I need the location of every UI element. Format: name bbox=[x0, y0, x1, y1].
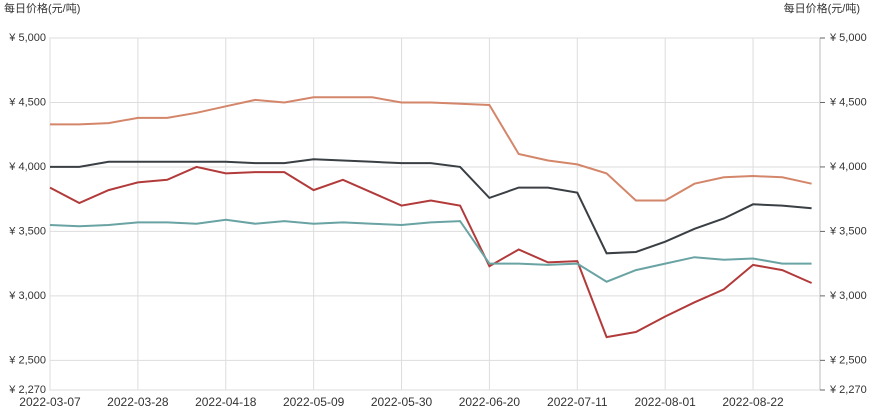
y2-tick-label: ¥ 5,000 bbox=[829, 32, 867, 44]
x-tick-label: 2022-05-30 bbox=[371, 395, 433, 409]
y2-tick-label: ¥ 2,500 bbox=[829, 354, 867, 366]
x-tick-label: 2022-05-09 bbox=[283, 395, 345, 409]
x-tick-label: 2022-08-22 bbox=[722, 395, 784, 409]
series-line bbox=[50, 96, 812, 202]
plot-frame bbox=[49, 37, 821, 391]
x-tick-label: 2022-03-07 bbox=[19, 395, 81, 409]
y2-tick-label: ¥ 3,500 bbox=[829, 225, 867, 237]
y-tick-label: ¥ 2,270 bbox=[8, 384, 46, 396]
y2-axis-title: 每日价格(元/吨) bbox=[784, 1, 860, 15]
x-tick-label: 2022-03-28 bbox=[107, 395, 169, 409]
x-tick-label: 2022-06-20 bbox=[459, 395, 521, 409]
series-line bbox=[49, 165, 813, 339]
y2-tick-label: ¥ 3,000 bbox=[829, 290, 867, 302]
x-tick-label: 2022-08-01 bbox=[634, 395, 696, 409]
y-tick-label: ¥ 3,000 bbox=[8, 290, 46, 302]
y2-tick-label: ¥ 4,000 bbox=[829, 161, 867, 173]
y-tick-label: ¥ 2,500 bbox=[8, 354, 46, 366]
y2-tick-label: ¥ 2,270 bbox=[829, 384, 867, 396]
y-tick-label: ¥ 5,000 bbox=[8, 32, 46, 44]
y2-tick-label: ¥ 4,500 bbox=[829, 96, 867, 108]
y-tick-label: ¥ 4,500 bbox=[8, 96, 46, 108]
x-tick-label: 2022-07-11 bbox=[547, 395, 608, 409]
series-line bbox=[50, 158, 812, 255]
series-line bbox=[49, 218, 812, 283]
x-tick-label: 2022-04-18 bbox=[195, 395, 257, 409]
y-tick-label: ¥ 3,500 bbox=[8, 225, 46, 237]
y-tick-label: ¥ 4,000 bbox=[8, 161, 46, 173]
y-axis-title: 每日价格(元/吨) bbox=[4, 1, 80, 15]
